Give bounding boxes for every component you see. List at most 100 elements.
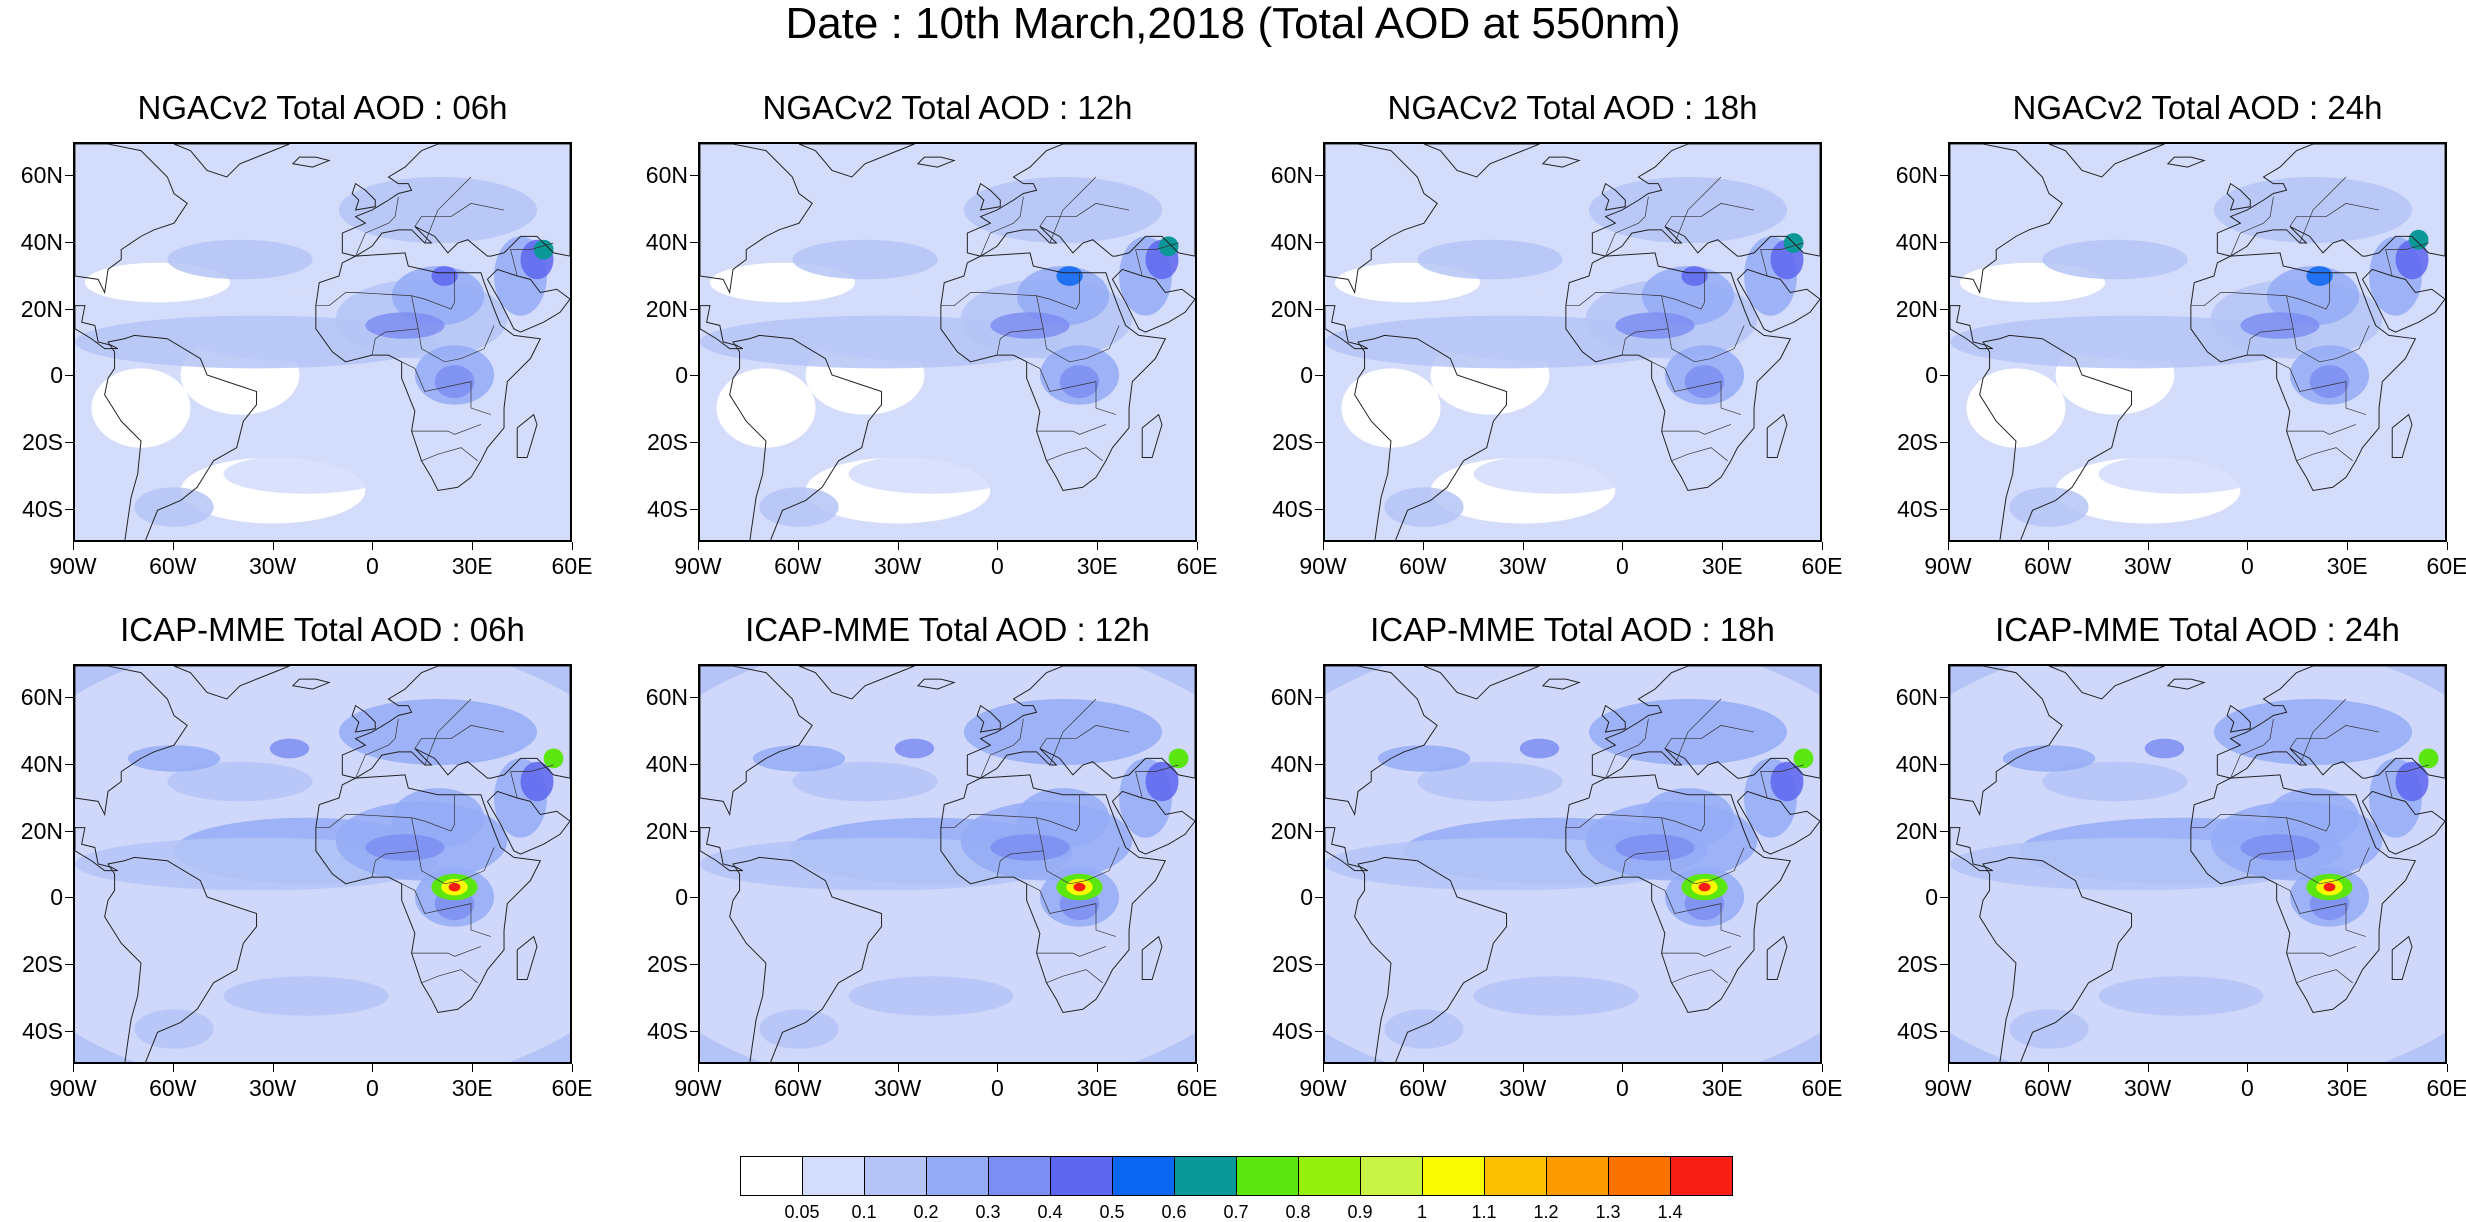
aod-plume bbox=[1681, 266, 1708, 286]
clean-air-patch bbox=[1966, 368, 2066, 448]
aod-plume bbox=[2240, 312, 2320, 339]
aod-plume bbox=[1056, 266, 1083, 286]
lat-tick-label: 20N bbox=[645, 295, 688, 322]
lon-tick-mark bbox=[1722, 542, 1724, 550]
lon-tick-label: 30E bbox=[1076, 1075, 1118, 1101]
lon-tick-mark bbox=[2047, 542, 2049, 550]
aod-plume bbox=[1615, 312, 1695, 339]
lat-tick-label: 60N bbox=[1270, 162, 1313, 189]
lon-tick-label: 60E bbox=[1801, 1075, 1843, 1101]
lon-tick-label: 0 bbox=[1615, 1075, 1629, 1101]
coastline bbox=[516, 413, 538, 459]
lon-tick-label: 30E bbox=[2326, 553, 2368, 579]
lon-tick-mark bbox=[897, 1064, 899, 1072]
aod-field bbox=[1950, 144, 2445, 540]
lon-tick-label: 0 bbox=[990, 553, 1004, 579]
lat-tick-label: 20N bbox=[1270, 817, 1313, 844]
lon-tick-label: 60E bbox=[1176, 553, 1218, 579]
lon-tick-mark bbox=[1722, 1064, 1724, 1072]
aod-plume bbox=[2323, 882, 2336, 892]
coastline bbox=[1979, 856, 2133, 1062]
panel-title: NGACv2 Total AOD : 06h bbox=[137, 89, 508, 126]
coastline bbox=[2361, 790, 2445, 855]
country-border bbox=[1621, 850, 1669, 878]
lat-tick-mark bbox=[1940, 375, 1948, 377]
coastline bbox=[1325, 827, 1369, 872]
coastline bbox=[2216, 666, 2445, 779]
country-border bbox=[2286, 946, 2357, 957]
lon-tick-label: 60W bbox=[1399, 553, 1447, 579]
country-border bbox=[2246, 850, 2294, 878]
coastline bbox=[2190, 252, 2417, 492]
coastline bbox=[700, 144, 813, 295]
aod-plume bbox=[223, 454, 389, 494]
lon-tick-mark bbox=[2147, 1064, 2149, 1072]
country-border bbox=[1671, 969, 1728, 984]
lat-tick-label: 0 bbox=[1300, 362, 1313, 389]
aod-plume bbox=[2240, 834, 2320, 861]
country-border bbox=[2289, 203, 2380, 227]
lon-tick-label: 30W bbox=[248, 1075, 297, 1101]
country-border bbox=[996, 850, 1044, 878]
lat-tick-label: 0 bbox=[675, 362, 688, 389]
lon-tick-mark bbox=[172, 542, 174, 550]
lat-tick-label: 20N bbox=[20, 295, 63, 322]
coastline bbox=[1325, 305, 1369, 350]
lon-tick-mark bbox=[1948, 542, 1949, 550]
country-border bbox=[1661, 946, 1732, 957]
aod-plume bbox=[365, 834, 445, 861]
country-border bbox=[424, 698, 472, 766]
lon-tick-label: 90W bbox=[1924, 1075, 1972, 1101]
country-border bbox=[1036, 424, 1107, 435]
aod-plume bbox=[1519, 738, 1560, 759]
coastline bbox=[1423, 144, 1540, 178]
aod-map-panel bbox=[73, 142, 572, 542]
coastline bbox=[75, 305, 119, 350]
coastline bbox=[2048, 144, 2165, 178]
aod-plume bbox=[2098, 454, 2264, 494]
lon-tick-label: 90W bbox=[49, 553, 97, 579]
aod-plume bbox=[2418, 748, 2439, 769]
colorbar-level-label: 0.2 bbox=[913, 1202, 939, 1222]
colorbar-swatch bbox=[1484, 1156, 1547, 1196]
coastline bbox=[75, 827, 119, 872]
lon-tick-mark bbox=[1323, 1064, 1324, 1072]
lat-tick-mark bbox=[65, 242, 73, 243]
country-border bbox=[1621, 328, 1669, 356]
aod-map-panel bbox=[1323, 142, 1822, 542]
coastline bbox=[729, 856, 883, 1062]
lat-tick-mark bbox=[690, 375, 698, 377]
colorbar-swatch bbox=[1236, 1156, 1299, 1196]
country-border bbox=[2276, 361, 2366, 415]
lat-tick-mark bbox=[65, 175, 73, 177]
country-border bbox=[2246, 328, 2294, 356]
aod-plume bbox=[2098, 976, 2264, 1016]
lon-tick-label: 60E bbox=[2426, 1075, 2466, 1101]
lat-tick-label: 20S bbox=[1272, 429, 1313, 455]
lat-tick-mark bbox=[690, 897, 698, 899]
lat-tick-mark bbox=[1315, 175, 1323, 177]
lat-tick-mark bbox=[690, 442, 698, 443]
lat-tick-mark bbox=[65, 442, 73, 443]
lat-tick-label: 60N bbox=[1270, 684, 1313, 711]
lat-tick-label: 40N bbox=[645, 229, 688, 255]
country-border bbox=[2299, 698, 2347, 766]
lon-tick-mark bbox=[472, 542, 474, 550]
coastline bbox=[2166, 678, 2206, 690]
country-border bbox=[424, 176, 472, 244]
colorbar-swatch bbox=[1422, 1156, 1485, 1196]
country-border bbox=[2286, 817, 2370, 885]
lat-tick-mark bbox=[1940, 242, 1948, 243]
lat-tick-label: 40N bbox=[645, 751, 688, 777]
country-border bbox=[355, 718, 399, 779]
panel-title: NGACv2 Total AOD : 18h bbox=[1387, 89, 1758, 126]
coastline bbox=[341, 144, 570, 257]
panel-title: ICAP-MME Total AOD : 12h bbox=[745, 611, 1150, 648]
lat-tick-mark bbox=[1940, 764, 1948, 765]
aod-plume bbox=[792, 239, 938, 280]
coastline bbox=[173, 666, 290, 700]
lon-tick-mark bbox=[73, 542, 74, 550]
country-border bbox=[1661, 424, 1732, 435]
aod-plume bbox=[2309, 365, 2350, 399]
lon-tick-label: 60E bbox=[551, 553, 593, 579]
